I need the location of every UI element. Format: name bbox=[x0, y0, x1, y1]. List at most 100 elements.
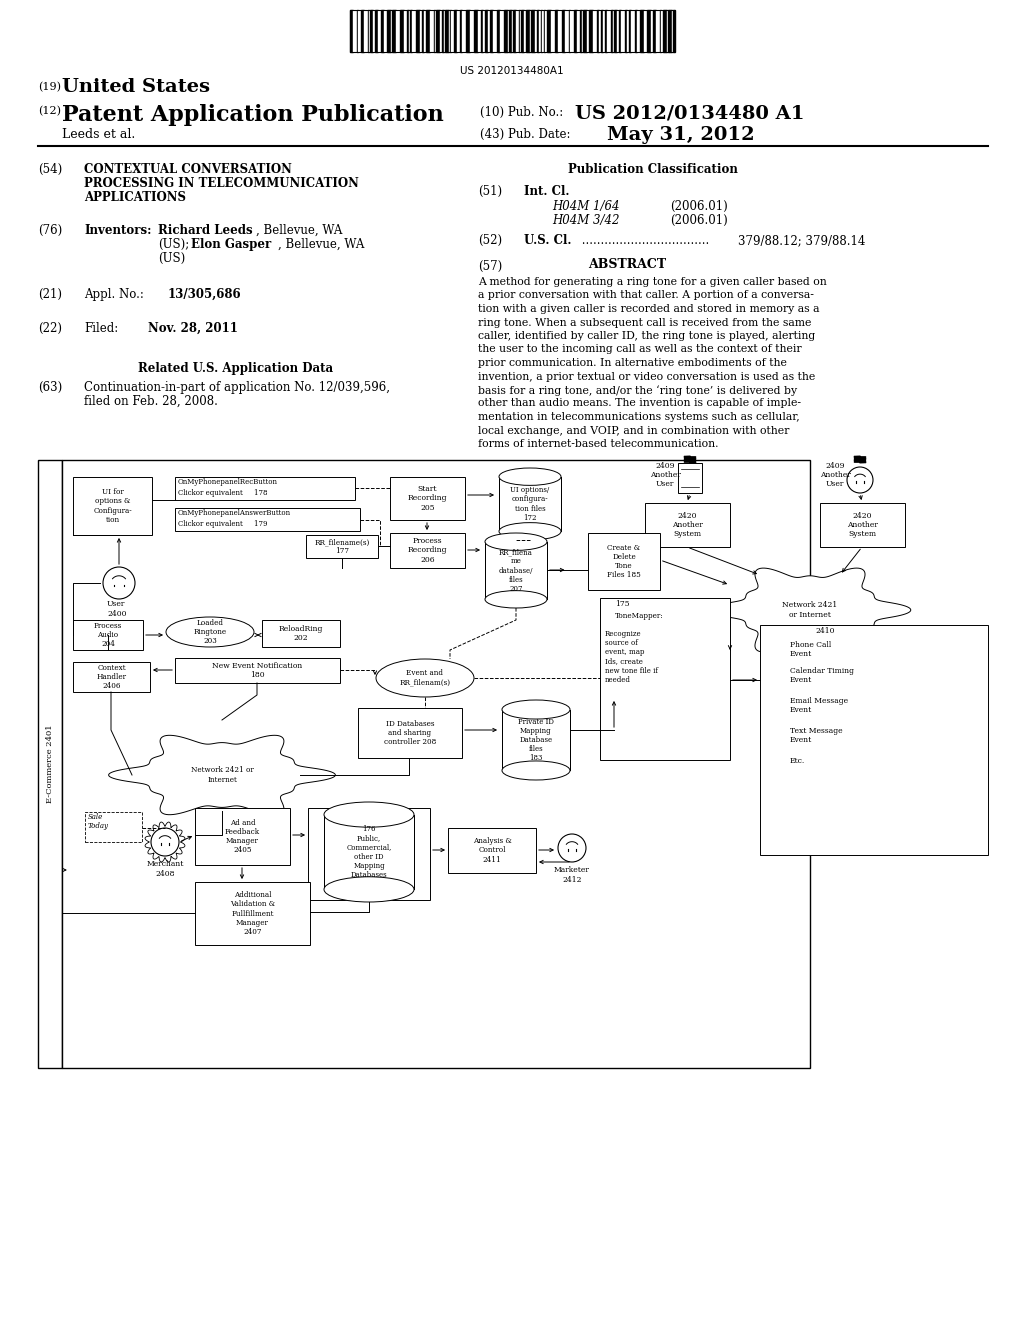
Text: caller, identified by caller ID, the ring tone is played, alerting: caller, identified by caller ID, the rin… bbox=[478, 331, 815, 341]
Bar bbox=[599, 11, 601, 51]
Bar bbox=[678, 463, 702, 492]
Text: Leeds et al.: Leeds et al. bbox=[62, 128, 135, 141]
Bar bbox=[361, 11, 364, 51]
Text: (52): (52) bbox=[478, 234, 502, 247]
Bar bbox=[481, 11, 483, 51]
Text: Private ID
Mapping
Database
files
183: Private ID Mapping Database files 183 bbox=[518, 718, 554, 763]
Bar bbox=[537, 11, 539, 51]
Bar bbox=[526, 11, 530, 51]
Circle shape bbox=[103, 568, 135, 599]
Text: 2420
Another
System: 2420 Another System bbox=[847, 512, 878, 539]
Text: Additional
Validation &
Fullfillment
Manager
2407: Additional Validation & Fullfillment Man… bbox=[229, 891, 275, 936]
Bar bbox=[407, 11, 409, 51]
Bar bbox=[653, 11, 656, 51]
Bar bbox=[497, 11, 500, 51]
Bar bbox=[175, 657, 340, 682]
Bar bbox=[589, 11, 593, 51]
Text: Int. Cl.: Int. Cl. bbox=[524, 185, 569, 198]
Text: Related U.S. Application Data: Related U.S. Application Data bbox=[138, 362, 333, 375]
Bar bbox=[645, 503, 730, 546]
Ellipse shape bbox=[485, 533, 547, 550]
Bar bbox=[565, 11, 569, 51]
Bar bbox=[637, 11, 640, 51]
Text: Marketer: Marketer bbox=[554, 866, 590, 874]
Text: 2412: 2412 bbox=[562, 876, 582, 884]
Text: (10) Pub. No.:: (10) Pub. No.: bbox=[480, 106, 563, 119]
Text: Merchant: Merchant bbox=[146, 861, 183, 869]
Text: (21): (21) bbox=[38, 288, 62, 301]
Text: the user to the incoming call as well as the context of their: the user to the incoming call as well as… bbox=[478, 345, 802, 355]
Bar bbox=[485, 541, 547, 599]
Bar bbox=[412, 11, 416, 51]
Text: Sale
Today: Sale Today bbox=[88, 813, 109, 830]
Text: Nov. 28, 2011: Nov. 28, 2011 bbox=[148, 322, 238, 335]
Bar bbox=[390, 477, 465, 520]
Bar bbox=[308, 808, 430, 900]
Bar bbox=[539, 11, 541, 51]
Text: , Bellevue, WA: , Bellevue, WA bbox=[256, 224, 342, 238]
Bar bbox=[445, 11, 449, 51]
Bar bbox=[442, 11, 444, 51]
Text: RR_filena
me
database/
files
207: RR_filena me database/ files 207 bbox=[499, 548, 534, 593]
Bar bbox=[353, 11, 357, 51]
Text: ABSTRACT: ABSTRACT bbox=[588, 257, 667, 271]
Bar bbox=[73, 477, 152, 535]
Text: Elon Gasper: Elon Gasper bbox=[191, 238, 271, 251]
Text: invention, a prior textual or video conversation is used as the: invention, a prior textual or video conv… bbox=[478, 371, 815, 381]
Bar bbox=[551, 11, 555, 51]
Text: UI for
options &
Configura-
tion: UI for options & Configura- tion bbox=[93, 488, 132, 524]
Text: Phone Call
Event: Phone Call Event bbox=[790, 642, 831, 659]
Bar bbox=[460, 11, 462, 51]
Bar bbox=[175, 508, 360, 531]
Polygon shape bbox=[109, 735, 336, 814]
Bar bbox=[324, 814, 414, 890]
Bar bbox=[601, 11, 603, 51]
Text: (12): (12) bbox=[38, 106, 61, 116]
Bar bbox=[62, 459, 810, 1068]
Text: U.S. Cl.: U.S. Cl. bbox=[524, 234, 571, 247]
Bar bbox=[358, 708, 462, 758]
Bar bbox=[488, 11, 490, 51]
Bar bbox=[562, 11, 565, 51]
Text: Network 2421
or Internet: Network 2421 or Internet bbox=[782, 602, 838, 619]
Text: 176
Public,
Commercial,
other ID
Mapping
Databases: 176 Public, Commercial, other ID Mapping… bbox=[346, 825, 392, 879]
Text: Publication Classification: Publication Classification bbox=[568, 162, 738, 176]
Bar bbox=[502, 710, 570, 771]
Bar bbox=[542, 11, 544, 51]
Bar bbox=[673, 11, 675, 51]
Text: User: User bbox=[106, 601, 125, 609]
Bar bbox=[462, 11, 466, 51]
Text: tion with a given caller is recorded and stored in memory as a: tion with a given caller is recorded and… bbox=[478, 304, 819, 314]
Bar bbox=[820, 503, 905, 546]
Bar bbox=[627, 11, 629, 51]
Text: Etc.: Etc. bbox=[790, 756, 805, 766]
Bar bbox=[470, 11, 474, 51]
Bar bbox=[647, 11, 651, 51]
Polygon shape bbox=[710, 568, 910, 652]
Bar bbox=[416, 11, 420, 51]
Bar bbox=[600, 598, 730, 760]
Bar bbox=[629, 11, 631, 51]
Ellipse shape bbox=[324, 876, 414, 902]
Text: , Bellevue, WA: , Bellevue, WA bbox=[278, 238, 365, 251]
Bar bbox=[436, 11, 440, 51]
Bar bbox=[387, 11, 391, 51]
Bar bbox=[621, 11, 625, 51]
Bar bbox=[611, 11, 613, 51]
Text: 2409
Another
User: 2409 Another User bbox=[819, 462, 851, 488]
Bar bbox=[373, 11, 375, 51]
Text: 2410: 2410 bbox=[815, 627, 835, 635]
Bar bbox=[531, 11, 535, 51]
Bar bbox=[38, 459, 62, 1068]
Bar bbox=[580, 11, 582, 51]
Text: H04M 1/64: H04M 1/64 bbox=[552, 201, 620, 213]
Bar bbox=[410, 11, 412, 51]
Bar bbox=[593, 11, 597, 51]
Bar bbox=[490, 11, 493, 51]
Text: Process
Audio
204: Process Audio 204 bbox=[94, 622, 122, 648]
Text: Loaded
Ringtone
203: Loaded Ringtone 203 bbox=[194, 619, 226, 645]
Bar bbox=[555, 11, 558, 51]
Bar bbox=[513, 11, 516, 51]
Text: Email Message
Event: Email Message Event bbox=[790, 697, 848, 714]
Bar bbox=[521, 11, 524, 51]
